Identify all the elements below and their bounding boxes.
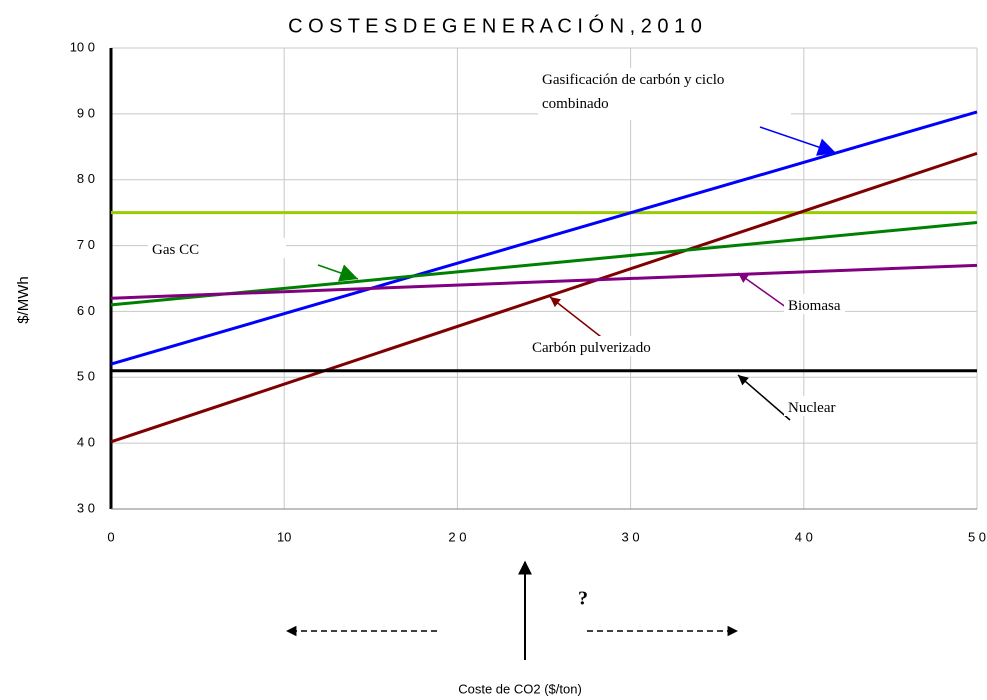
question-mark: ? xyxy=(578,588,588,610)
label-gas-cc: Gas CC xyxy=(148,238,286,258)
y-tick-label: 5 0 xyxy=(77,369,95,384)
y-tick-label: 9 0 xyxy=(77,105,95,120)
x-tick-label: 0 xyxy=(107,529,114,544)
arrow-gas-cc-head xyxy=(338,264,358,282)
label-nuclear: Nuclear xyxy=(784,396,840,416)
chart-title: C O S T E S D E G E N E R A C I Ó N , 2 … xyxy=(288,14,702,37)
arrow-biomasa xyxy=(737,272,791,311)
arrow-nuclear xyxy=(737,374,791,421)
x-axis-label: Coste de CO2 ($/ton) xyxy=(458,681,582,696)
x-tick-label: 3 0 xyxy=(622,529,640,544)
x-tick-label: 5 0 xyxy=(968,529,986,544)
series-line xyxy=(110,263,978,300)
label-biomasa: Biomasa xyxy=(784,294,845,314)
x-tick-label: 10 xyxy=(277,529,291,544)
x-tick-label: 2 0 xyxy=(448,529,466,544)
arrow-carbon xyxy=(549,296,606,341)
series-line xyxy=(110,151,978,444)
arrow-carbon-head xyxy=(550,297,561,308)
lines xyxy=(110,110,978,444)
grid xyxy=(109,47,978,510)
y-tick-label: 10 0 xyxy=(70,39,95,54)
label-gasificacion: Gasificación de carbón y ciclo combinado xyxy=(538,68,791,120)
arrow-gasificacion-head xyxy=(816,138,836,156)
label-carbon: Carbón pulverizado xyxy=(528,336,655,356)
y-tick-label: 4 0 xyxy=(77,435,95,450)
y-tick-label: 3 0 xyxy=(77,500,95,515)
arrow-biomasa-head xyxy=(738,273,750,283)
arrow-nuclear-head xyxy=(738,375,749,386)
x-tick-label: 4 0 xyxy=(795,529,813,544)
series-line xyxy=(110,110,978,366)
series-line xyxy=(110,221,978,307)
y-axis-label: $/MWh xyxy=(15,276,32,324)
y-tick-label: 6 0 xyxy=(77,303,95,318)
y-tick-label: 7 0 xyxy=(77,237,95,252)
y-tick-label: 8 0 xyxy=(77,171,95,186)
